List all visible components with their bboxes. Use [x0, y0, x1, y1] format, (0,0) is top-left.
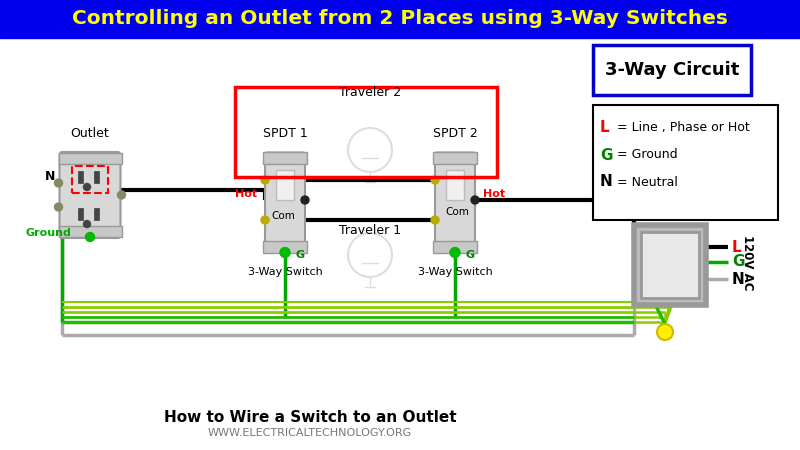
Text: SPDT 1: SPDT 1: [262, 127, 307, 140]
Bar: [593, 45, 751, 95]
Text: N: N: [45, 171, 55, 184]
Circle shape: [54, 179, 62, 187]
Circle shape: [280, 248, 290, 257]
Circle shape: [83, 184, 90, 190]
Text: 3-Way Circuit: 3-Way Circuit: [605, 61, 739, 79]
Text: L: L: [732, 239, 742, 255]
FancyBboxPatch shape: [435, 153, 475, 252]
Bar: [433, 240, 477, 252]
Text: 3-Way Switch: 3-Way Switch: [248, 267, 322, 277]
Bar: [446, 170, 464, 200]
Text: G: G: [732, 255, 745, 270]
Text: Com: Com: [445, 207, 469, 217]
Circle shape: [54, 203, 62, 211]
Text: Ground: Ground: [25, 228, 71, 238]
FancyBboxPatch shape: [59, 152, 121, 238]
Circle shape: [83, 220, 90, 228]
Circle shape: [261, 176, 269, 184]
Text: SPDT 2: SPDT 2: [433, 127, 478, 140]
Bar: [433, 152, 477, 163]
Bar: [263, 240, 307, 252]
Circle shape: [118, 191, 126, 199]
Bar: [235, 87, 497, 177]
Bar: [72, 166, 108, 193]
Bar: [593, 105, 778, 220]
Circle shape: [471, 196, 479, 204]
Circle shape: [657, 324, 673, 340]
Bar: [641, 232, 699, 298]
Text: = Ground: = Ground: [613, 148, 678, 162]
Circle shape: [86, 233, 94, 242]
Text: Com: Com: [271, 211, 295, 221]
Circle shape: [301, 196, 309, 204]
Text: L: L: [600, 121, 610, 135]
Text: = Neutral: = Neutral: [613, 176, 678, 189]
Text: G: G: [295, 250, 304, 260]
Bar: [263, 152, 307, 163]
Bar: [58, 153, 122, 164]
Text: = Line , Phase or Hot: = Line , Phase or Hot: [613, 122, 750, 135]
Text: N: N: [600, 175, 613, 189]
Text: Outlet: Outlet: [70, 127, 110, 140]
Bar: [58, 226, 122, 237]
Text: G: G: [600, 148, 613, 162]
FancyBboxPatch shape: [265, 153, 305, 252]
Bar: [94, 171, 99, 183]
Circle shape: [450, 248, 460, 257]
Bar: [0, 0, 800, 38]
Text: Traveler 1: Traveler 1: [339, 224, 401, 237]
Text: Controlling an Outlet from 2 Places using 3-Way Switches: Controlling an Outlet from 2 Places usin…: [72, 9, 728, 28]
Bar: [78, 208, 83, 220]
Bar: [78, 171, 83, 183]
Circle shape: [261, 216, 269, 224]
Text: 3-Way Switch: 3-Way Switch: [418, 267, 492, 277]
Text: Traveler 2: Traveler 2: [339, 86, 401, 99]
Text: Hot: Hot: [235, 189, 257, 199]
Circle shape: [431, 176, 439, 184]
Text: G: G: [465, 250, 474, 260]
Text: WWW.ELECTRICALTECHNOLOGY.ORG: WWW.ELECTRICALTECHNOLOGY.ORG: [208, 428, 412, 438]
Text: How to Wire a Switch to an Outlet: How to Wire a Switch to an Outlet: [164, 410, 456, 426]
Circle shape: [431, 216, 439, 224]
Bar: [634, 225, 706, 305]
Text: 120V AC: 120V AC: [742, 235, 754, 291]
Text: N: N: [732, 271, 745, 287]
Text: Hot: Hot: [483, 189, 505, 199]
Bar: [94, 208, 99, 220]
Bar: [276, 170, 294, 200]
